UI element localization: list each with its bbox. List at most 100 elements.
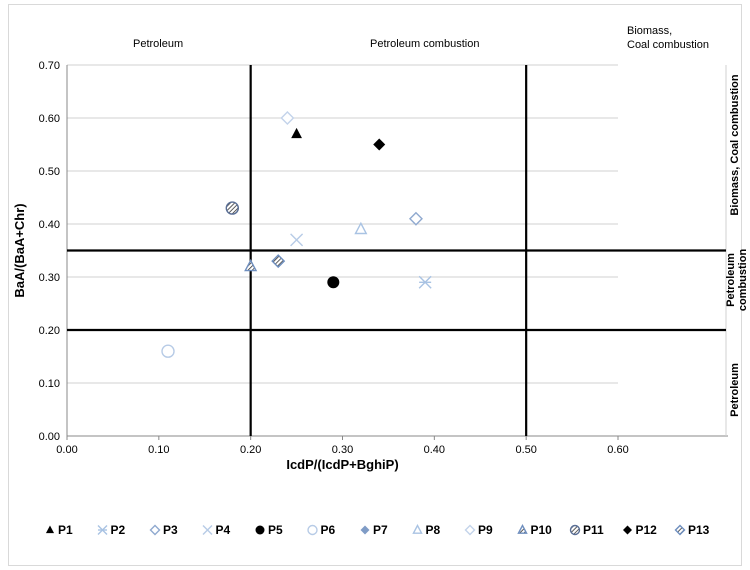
data-point-p2 bbox=[418, 275, 432, 289]
legend-item-p10: P10 bbox=[517, 523, 553, 537]
marker-shape bbox=[255, 525, 265, 535]
data-point-p1 bbox=[291, 127, 302, 139]
reference-lines bbox=[67, 65, 726, 436]
x-tick-label: 0.40 bbox=[424, 444, 445, 456]
y-axis-title: BaA/(BaA+Chr) bbox=[12, 203, 27, 297]
legend-item-p13: P13 bbox=[674, 523, 710, 537]
legend-label: P2 bbox=[111, 523, 126, 537]
legend-marker bbox=[45, 525, 55, 534]
grid-lines bbox=[67, 64, 618, 384]
right-region-label-line: combustion bbox=[737, 249, 749, 312]
data-point-p12 bbox=[373, 138, 386, 151]
legend-label: P7 bbox=[373, 523, 388, 537]
legend-label: P5 bbox=[268, 523, 283, 537]
top-region-label-line: Petroleum combustion bbox=[370, 38, 479, 50]
right-region-label-line: Petroleum bbox=[725, 253, 737, 307]
y-tick-label: 0.60 bbox=[39, 113, 60, 125]
legend-marker bbox=[569, 524, 581, 536]
legend-marker bbox=[674, 524, 686, 536]
top-region-label: Petroleum bbox=[133, 38, 183, 50]
legend-marker bbox=[255, 525, 265, 535]
top-region-label: Petroleum combustion bbox=[370, 38, 479, 50]
y-tick-label: 0.70 bbox=[39, 60, 60, 72]
top-region-label-line: Petroleum bbox=[133, 38, 183, 50]
legend-marker bbox=[202, 525, 213, 535]
legend-marker bbox=[623, 525, 632, 535]
chart-frame bbox=[8, 4, 742, 566]
legend-marker bbox=[307, 524, 318, 536]
right-region-label: Biomass, Coal combustion bbox=[729, 74, 741, 215]
legend-item-p8: P8 bbox=[412, 523, 441, 537]
legend-item-p1: P1 bbox=[45, 523, 73, 537]
legend-marker bbox=[97, 525, 108, 535]
legend-item-p9: P9 bbox=[464, 523, 493, 537]
marker-shape bbox=[412, 524, 423, 534]
legend-label: P8 bbox=[426, 523, 441, 537]
marker-shape bbox=[271, 254, 286, 269]
region-labels: Petroleum Petroleum combustion Biomass, Coa… bbox=[133, 25, 749, 417]
x-tick-label: 0.60 bbox=[607, 444, 628, 456]
y-tick-label: 0.30 bbox=[39, 272, 60, 284]
marker-shape bbox=[202, 525, 213, 535]
data-point-p3 bbox=[408, 211, 423, 226]
axes: 0.00 0.10 0.20 0.30 0.40 0.50 0.60 0.70 0.00 0.10… bbox=[39, 60, 728, 456]
top-region-label: Biomass, Coal combustion bbox=[627, 25, 709, 51]
y-tick-label: 0.40 bbox=[39, 219, 60, 231]
top-region-label-line: Biomass, bbox=[627, 25, 672, 37]
marker-shape bbox=[161, 344, 175, 358]
marker-shape bbox=[517, 524, 528, 534]
y-tick-label: 0.50 bbox=[39, 166, 60, 178]
marker-shape bbox=[45, 525, 55, 534]
marker-shape bbox=[408, 211, 423, 226]
legend-label: P1 bbox=[58, 523, 73, 537]
legend-item-p3: P3 bbox=[149, 523, 178, 537]
marker-shape bbox=[373, 138, 386, 151]
legend-label: P6 bbox=[321, 523, 336, 537]
legend-item-p7: P7 bbox=[360, 523, 388, 537]
legend-marker bbox=[149, 524, 161, 536]
data-point-p9 bbox=[280, 111, 295, 125]
marker-shape bbox=[280, 111, 295, 125]
right-region-label: Petroleum bbox=[729, 363, 741, 417]
legend-marker bbox=[464, 524, 476, 536]
legend-label: P3 bbox=[163, 523, 178, 537]
legend-label: P11 bbox=[583, 523, 604, 537]
marker-shape bbox=[307, 524, 318, 536]
legend-item-p2: P2 bbox=[97, 523, 126, 537]
data-point-p5 bbox=[327, 276, 340, 289]
data-point-p8 bbox=[354, 221, 368, 235]
legend-item-p11: P11 bbox=[569, 523, 604, 537]
marker-shape bbox=[290, 233, 304, 247]
legend-label: P12 bbox=[636, 523, 658, 537]
legend-label: P9 bbox=[478, 523, 493, 537]
y-tick-label: 0.20 bbox=[39, 325, 60, 337]
legend-label: P10 bbox=[531, 523, 553, 537]
x-tick-label: 0.50 bbox=[515, 444, 536, 456]
y-tick-label: 0.00 bbox=[39, 431, 60, 443]
marker-shape bbox=[674, 524, 686, 536]
data-point-p6 bbox=[161, 344, 175, 358]
top-region-label-line: Coal combustion bbox=[627, 39, 709, 51]
marker-shape bbox=[291, 127, 302, 139]
x-tick-label: 0.20 bbox=[240, 444, 261, 456]
x-tick-label: 0.00 bbox=[56, 444, 77, 456]
legend-label: P4 bbox=[216, 523, 231, 537]
data-point-p10 bbox=[244, 258, 258, 272]
x-axis-title: IcdP/(IcdP+BghiP) bbox=[286, 457, 398, 472]
marker-shape bbox=[149, 524, 161, 536]
x-tick-label: 0.10 bbox=[148, 444, 169, 456]
legend-label: P13 bbox=[688, 523, 710, 537]
marker-shape bbox=[225, 201, 240, 215]
data-points bbox=[161, 111, 432, 358]
x-tick-label: 0.30 bbox=[332, 444, 353, 456]
data-point-p11 bbox=[225, 201, 240, 215]
marker-shape bbox=[354, 221, 368, 235]
legend-marker bbox=[360, 525, 370, 535]
marker-shape bbox=[360, 525, 370, 535]
data-point-p4 bbox=[290, 233, 304, 247]
right-region-label: Petroleumcombustion bbox=[725, 249, 749, 312]
y-tick-label: 0.10 bbox=[39, 378, 60, 390]
legend-item-p5: P5 bbox=[255, 523, 283, 537]
marker-shape bbox=[244, 258, 258, 272]
